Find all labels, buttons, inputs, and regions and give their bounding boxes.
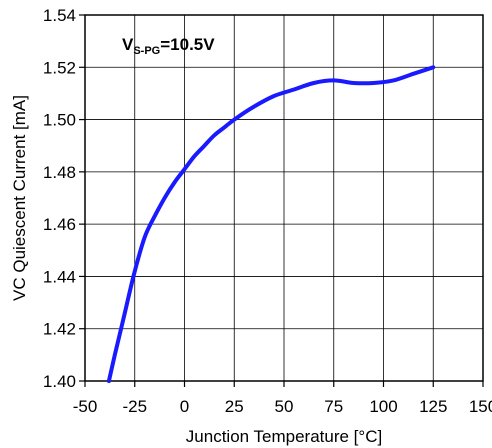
x-tick-label: 0 xyxy=(180,397,189,416)
x-tick-label: 100 xyxy=(369,397,397,416)
y-tick-label: 1.54 xyxy=(43,6,76,25)
annotation-main: V xyxy=(122,35,134,54)
series-line xyxy=(106,65,436,383)
x-tick-label: -50 xyxy=(73,397,98,416)
y-tick-label: 1.52 xyxy=(43,58,76,77)
x-axis-label: Junction Temperature [°C] xyxy=(186,427,382,446)
condition-annotation: VS-PG=10.5V xyxy=(122,35,215,57)
annotation-subscript: S-PG xyxy=(133,45,160,57)
x-tick-label: 125 xyxy=(419,397,447,416)
y-tick-labels: 1.40 1.42 1.44 1.46 1.48 1.50 1.52 1.54 xyxy=(43,6,76,391)
tick-marks xyxy=(79,14,484,387)
y-tick-label: 1.46 xyxy=(43,215,76,234)
x-tick-labels: -50 -25 0 25 50 75 100 125 150 xyxy=(73,397,492,416)
y-tick-label: 1.40 xyxy=(43,372,76,391)
y-tick-label: 1.48 xyxy=(43,163,76,182)
y-tick-label: 1.50 xyxy=(43,111,76,130)
x-tick-label: -25 xyxy=(122,397,147,416)
y-axis-label: VC Quiescent Current [mA] xyxy=(10,95,29,301)
y-tick-label: 1.42 xyxy=(43,320,76,339)
y-tick-label: 1.44 xyxy=(43,267,76,286)
x-tick-label: 25 xyxy=(225,397,244,416)
x-tick-label: 150 xyxy=(469,397,492,416)
annotation-suffix: =10.5V xyxy=(160,35,215,54)
x-tick-label: 75 xyxy=(324,397,343,416)
x-tick-label: 50 xyxy=(275,397,294,416)
